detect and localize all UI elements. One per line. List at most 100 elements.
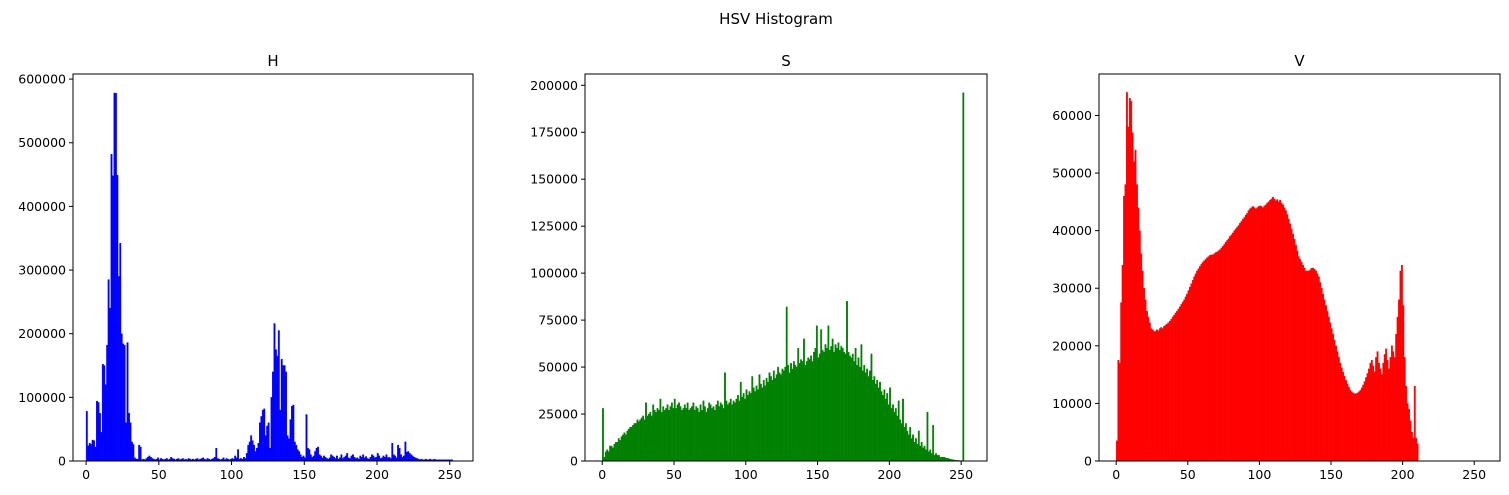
h-bar	[305, 414, 308, 462]
v-bar	[1178, 306, 1181, 462]
v-bar	[1256, 207, 1259, 462]
h-bar	[360, 456, 363, 462]
s-bar	[920, 442, 923, 462]
v-bar	[1317, 276, 1320, 462]
v-bar	[1383, 354, 1386, 462]
s-bar	[788, 372, 791, 462]
s-bar	[817, 357, 820, 462]
s-bar	[795, 366, 798, 462]
s-bar	[755, 385, 758, 462]
s-bar	[767, 381, 769, 462]
h-bar	[397, 444, 400, 462]
s-ytick-label: 75000	[538, 313, 578, 328]
v-bar	[1147, 316, 1150, 462]
s-bar	[939, 457, 942, 462]
h-bar	[128, 413, 130, 462]
v-histogram-panel: V 0 50 100 150 200 250 0 10000 20000 30000 40000 500…	[1052, 52, 1501, 482]
v-bar	[1378, 362, 1380, 462]
v-bar	[1372, 365, 1375, 462]
s-bar	[612, 447, 614, 462]
v-bar	[1290, 228, 1293, 462]
h-xtick-label: 0	[82, 467, 90, 482]
s-bar	[851, 353, 854, 462]
s-bar	[748, 391, 751, 462]
h-bar	[110, 153, 113, 462]
h-bar	[248, 441, 251, 462]
h-bars	[85, 92, 453, 462]
s-bar	[633, 423, 636, 462]
v-bar	[1393, 357, 1396, 462]
s-bar	[771, 380, 774, 462]
v-bar	[1140, 253, 1143, 462]
s-bar	[791, 368, 794, 462]
v-bar	[1201, 262, 1204, 462]
s-bar	[758, 374, 761, 462]
v-bar	[1363, 381, 1366, 462]
h-bar	[276, 355, 279, 462]
v-bar	[1223, 244, 1226, 462]
v-bar	[1376, 351, 1379, 462]
v-chart-title: V	[1294, 52, 1305, 70]
s-bar	[811, 361, 814, 462]
v-bar	[1327, 316, 1330, 462]
h-axes-frame	[72, 73, 474, 462]
h-bar	[384, 456, 386, 462]
h-bar	[122, 343, 125, 462]
h-bar	[251, 440, 254, 462]
s-bar	[724, 372, 726, 462]
h-bar	[117, 276, 120, 462]
h-bar	[88, 442, 91, 462]
s-bar	[831, 338, 834, 462]
s-bar	[913, 442, 916, 462]
v-bar	[1270, 198, 1273, 462]
v-bar	[1316, 273, 1319, 462]
h-bar	[315, 448, 318, 462]
v-bar	[1412, 437, 1415, 462]
s-bar	[840, 346, 843, 462]
s-bar	[614, 442, 617, 462]
s-bar	[656, 408, 659, 462]
s-xtick-label: 200	[877, 467, 901, 482]
figure-suptitle: HSV Histogram	[719, 10, 833, 28]
h-bar	[87, 445, 90, 462]
v-bar	[1262, 207, 1264, 462]
s-bar	[725, 400, 728, 462]
h-bar	[359, 455, 362, 462]
v-bar	[1229, 236, 1231, 462]
h-bar	[101, 364, 104, 462]
s-bar	[890, 408, 893, 462]
h-bar	[376, 453, 379, 462]
s-bar	[716, 400, 719, 462]
s-bar	[937, 455, 940, 462]
s-bar	[797, 348, 800, 462]
s-bar	[679, 406, 682, 462]
v-bar	[1244, 214, 1247, 462]
s-bar	[645, 402, 647, 462]
h-bar	[126, 342, 129, 462]
v-bar	[1272, 197, 1274, 462]
v-bar	[1402, 305, 1405, 462]
s-bar	[699, 404, 702, 462]
v-bar	[1253, 207, 1256, 462]
s-bar	[715, 404, 718, 462]
h-bar	[138, 444, 141, 462]
v-bar	[1143, 288, 1146, 462]
s-bar	[785, 306, 788, 462]
s-bar	[627, 428, 630, 462]
v-bar	[1227, 238, 1230, 462]
h-bar	[277, 330, 280, 462]
v-bar	[1337, 357, 1340, 462]
v-bar	[1234, 228, 1237, 462]
v-bar	[1326, 311, 1329, 462]
s-bar	[658, 410, 660, 462]
v-bar	[1282, 204, 1284, 462]
h-bar	[336, 455, 338, 462]
v-ytick-label: 0	[1084, 454, 1092, 469]
s-bar	[883, 389, 886, 462]
s-axes-frame	[584, 73, 988, 462]
v-bar	[1210, 254, 1213, 462]
v-bar	[1138, 230, 1141, 462]
v-bar	[1370, 360, 1373, 462]
s-bar	[660, 411, 663, 462]
s-bar	[940, 457, 943, 462]
